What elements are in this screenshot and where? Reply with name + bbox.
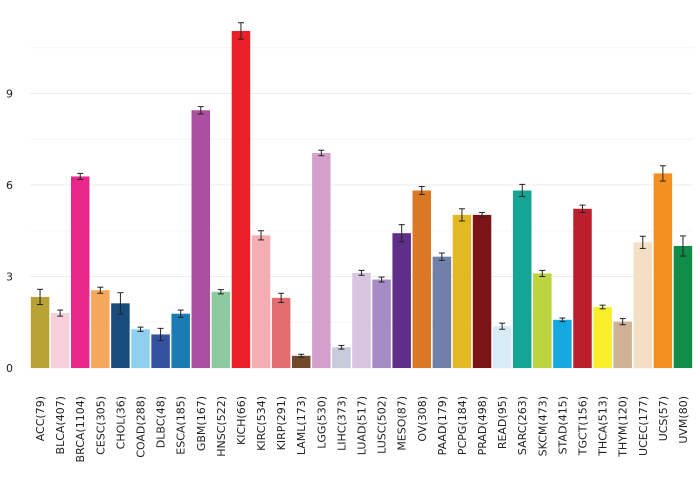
x-tick-label: UCEC(177) <box>637 396 650 456</box>
x-tick-label: UCS(57) <box>657 396 670 441</box>
bar <box>131 329 150 368</box>
x-tick-label: UVM(80) <box>677 396 690 444</box>
x-tick-label: LAML(173) <box>295 396 308 455</box>
x-tick-label: HNSC(522) <box>215 396 228 457</box>
x-tick-label: DLBC(48) <box>155 396 168 448</box>
x-tick-label: PCPG(184) <box>456 396 469 455</box>
x-tick-label: COAD(288) <box>135 396 148 458</box>
bar <box>332 347 351 368</box>
bar <box>553 319 572 368</box>
bar <box>211 291 231 368</box>
x-tick-label: LUSC(502) <box>376 396 389 454</box>
x-tick-label: PRAD(498) <box>476 396 489 455</box>
bar <box>372 279 391 368</box>
x-tick-label: ESCA(185) <box>175 396 188 455</box>
bar <box>70 176 90 368</box>
bar <box>392 233 411 368</box>
x-tick-label: KICH(66) <box>235 396 248 445</box>
bar <box>231 30 251 368</box>
x-tick-label: CESC(305) <box>94 396 107 455</box>
x-tick-label: PAAD(179) <box>436 396 449 455</box>
bar <box>533 273 552 368</box>
x-tick-label: KIRP(291) <box>275 396 288 450</box>
bar <box>30 296 50 368</box>
bar <box>50 313 70 368</box>
x-tick-label: READ(95) <box>496 396 509 449</box>
x-tick-label: STAD(415) <box>556 396 569 454</box>
x-tick-label: LGG(530) <box>315 396 328 449</box>
bar <box>432 256 452 368</box>
x-tick-label: LIHC(373) <box>335 396 348 451</box>
y-tick-label: 3 <box>6 271 13 284</box>
x-tick-label: CHOL(36) <box>114 396 127 449</box>
y-tick-label: 0 <box>6 362 13 375</box>
bar <box>673 246 693 368</box>
y-tick-label: 9 <box>6 88 13 101</box>
x-tick-label: SARC(263) <box>516 396 529 455</box>
x-tick-label: BLCA(407) <box>54 396 67 454</box>
bar <box>271 297 291 368</box>
bar <box>452 214 472 368</box>
bar <box>251 235 271 368</box>
x-tick-label: LUAD(517) <box>356 396 369 455</box>
bar <box>613 321 632 368</box>
bar <box>492 326 512 368</box>
bar <box>312 152 331 368</box>
bar <box>151 334 170 368</box>
bar <box>352 272 371 368</box>
bar <box>111 303 130 368</box>
x-tick-label: THYM(120) <box>617 396 630 458</box>
bar <box>573 208 592 368</box>
y-tick-label: 6 <box>6 179 13 192</box>
x-tick-label: OV(308) <box>416 396 429 442</box>
x-tick-label: MESO(87) <box>396 396 409 451</box>
bar <box>291 355 311 368</box>
bar <box>512 190 532 368</box>
bar <box>91 290 110 368</box>
x-tick-label: GBM(167) <box>195 396 208 451</box>
bar <box>472 214 492 368</box>
bar <box>412 190 432 368</box>
x-tick-label: KIRC(534) <box>255 396 268 451</box>
bar <box>191 110 211 369</box>
x-tick-label: THCA(513) <box>597 396 610 457</box>
bar <box>171 313 190 368</box>
bar <box>633 242 653 368</box>
bar <box>653 173 673 368</box>
x-tick-label: TGCT(156) <box>577 396 590 456</box>
x-tick-label: SKCM(473) <box>536 396 549 456</box>
bar <box>593 307 612 368</box>
x-tick-label: ACC(79) <box>34 396 47 441</box>
x-tick-label: BRCA(1104) <box>74 396 87 462</box>
